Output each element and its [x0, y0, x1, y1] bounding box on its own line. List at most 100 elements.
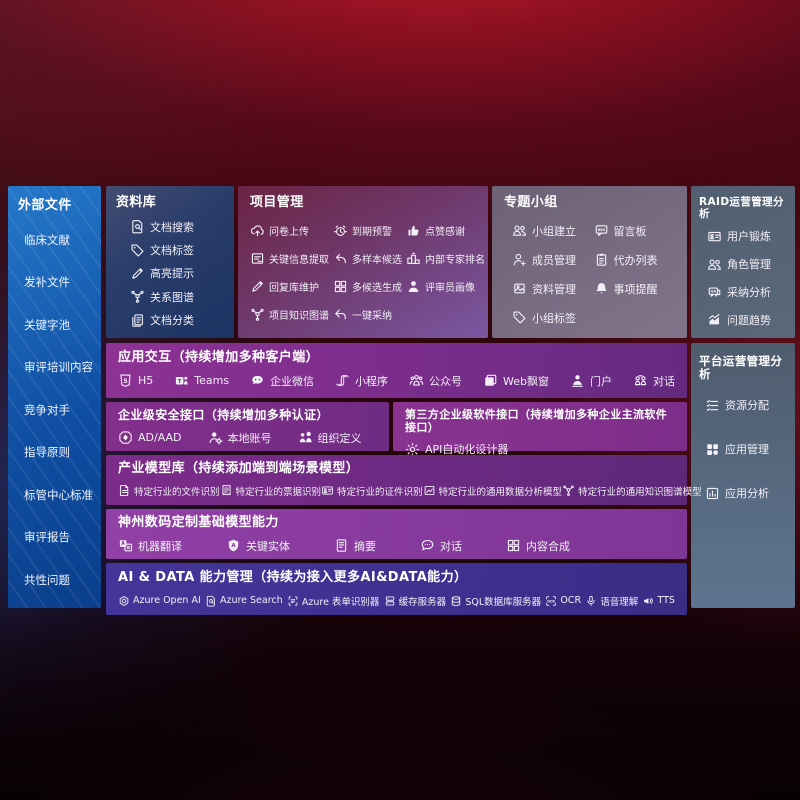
person-portal-icon — [570, 373, 585, 388]
feature-label: 特定行业的通用数据分析模型 — [438, 486, 563, 498]
feature-item: 资料管理 — [512, 281, 594, 297]
external-file-item: 标管中心标准 — [24, 487, 93, 503]
feature-label: 文档分类 — [150, 314, 194, 327]
svg-text:QA: QA — [710, 289, 716, 293]
project-management-panel: 项目管理 问卷上传 到期预警 点赞感谢 — [238, 186, 488, 338]
form-brackets-icon — [287, 595, 299, 607]
feature-label: 内部专家排名 — [425, 254, 485, 266]
feature-item: 小组标签 — [512, 310, 594, 326]
feature-label: 资料管理 — [532, 282, 576, 296]
external-files-list: 临床文献 发补文件 关键字池 审评培训内容 竞争对手 指导原则 标管中心标准 审… — [18, 232, 93, 588]
feature-label: Azure 表单识别器 — [301, 596, 380, 608]
feature-label: 小组建立 — [532, 224, 576, 238]
people-chat-icon — [633, 373, 648, 388]
feature-label: 事项提醒 — [613, 282, 658, 296]
feature-label: 门户 — [589, 374, 612, 388]
external-files-title: 外部文件 — [18, 198, 72, 213]
feature-label: 应用分析 — [725, 487, 769, 501]
pencil-icon — [250, 279, 265, 294]
feature-label: 公众号 — [429, 374, 463, 388]
feature-item: 摘要 — [334, 538, 376, 554]
feature-label: 关系图谱 — [150, 290, 194, 304]
external-file-item: 审评培训内容 — [24, 359, 93, 375]
topic-groups-list: 小组建立 BBS 留言板 成员管理 代办列表 — [504, 223, 675, 326]
cache-server-icon — [384, 595, 396, 607]
feature-label: 采纳分析 — [727, 286, 771, 300]
chart-doc-icon — [705, 486, 720, 501]
clipboard-icon — [594, 252, 609, 267]
feature-item: 项目知识图谱 — [250, 307, 329, 322]
ai-data-capability-list: Azure Open AI Azure Search Azure 表单识别器 缓… — [118, 594, 675, 608]
feature-item: 文档分类 — [130, 312, 224, 328]
external-file-label: 审评报告 — [24, 530, 70, 545]
feature-label: Web飘窗 — [503, 374, 549, 388]
feature-item: OCR OCR — [545, 595, 581, 607]
project-management-list: 问卷上传 到期预警 点赞感谢 关键信息提取 — [250, 223, 485, 322]
external-file-label: 指导原则 — [24, 445, 70, 460]
feature-label: H5 — [138, 374, 154, 388]
id-card-icon — [707, 229, 722, 244]
feature-item: TTS — [642, 595, 675, 607]
puzzle-grid-icon — [506, 538, 521, 553]
people-icon — [707, 257, 722, 272]
feature-label: 应用管理 — [725, 443, 769, 457]
svg-text:T: T — [178, 379, 182, 385]
feature-label: 问卷上传 — [269, 226, 309, 238]
ai-data-capability-title: AI & DATA 能力管理（持续为接入更多AI&DATA能力） — [118, 570, 468, 585]
doc-search-icon — [205, 595, 217, 607]
topic-groups-panel: 专题小组 小组建立 BBS 留言板 成员管理 — [492, 186, 687, 338]
repository-list: 文档搜索 文档标签 高亮提示 关系图谱 — [116, 219, 224, 328]
tts-speaker-icon — [642, 595, 654, 607]
project-management-title: 项目管理 — [250, 195, 304, 210]
industry-model-list: 特定行业的文件识别 特定行业的票据识别 特定行业的证件识别 特定行业的通用数据分… — [118, 484, 702, 498]
feature-item: A 关键实体 — [226, 538, 290, 554]
feature-label: 内容合成 — [526, 539, 570, 553]
feature-item: 小组建立 — [512, 223, 594, 239]
person-icon — [406, 279, 421, 294]
feature-item: 应用分析 — [705, 485, 787, 501]
feature-label: 特定行业的文件识别 — [134, 486, 220, 498]
feature-item: 内部专家排名 — [406, 251, 485, 266]
feature-item: 一键采纳 — [333, 307, 402, 322]
doc-summary-icon — [334, 538, 349, 553]
feature-item: 5 H5 — [118, 373, 153, 388]
feature-label: 一键采纳 — [352, 310, 392, 322]
ai-data-capability-panel: AI & DATA 能力管理（持续为接入更多AI&DATA能力） Azure O… — [106, 563, 687, 615]
feature-label: 项目知识图谱 — [269, 310, 329, 322]
feature-item: Azure Search — [205, 595, 283, 607]
feature-label: 关键信息提取 — [269, 254, 329, 266]
tag-icon — [512, 310, 527, 325]
svg-text:a: a — [127, 546, 130, 552]
feature-item: 内容合成 — [506, 538, 570, 554]
feature-item: Web飘窗 — [483, 373, 549, 389]
feature-label: 本地账号 — [227, 431, 272, 445]
feature-label: 对话 — [440, 539, 462, 553]
photo-album-icon — [512, 281, 527, 296]
feature-item: 本地账号 — [208, 430, 272, 446]
feature-item: 门户 — [570, 373, 612, 389]
feature-label: 机器翻译 — [138, 539, 182, 553]
feature-label: 特定行业的票据识别 — [235, 486, 322, 498]
enterprise-security-title: 企业级安全接口（持续增加多种认证） — [118, 408, 329, 422]
feature-item: QA 采纳分析 — [707, 284, 787, 300]
feature-item: 回复库维护 — [250, 279, 329, 294]
enterprise-security-panel: 企业级安全接口（持续增加多种认证） AD/AAD 本地账号 组织定义 — [106, 402, 389, 451]
industry-model-title: 产业模型库（持续添加端到端场景模型） — [118, 461, 360, 476]
external-file-item: 共性问题 — [24, 572, 93, 588]
feature-item: 评审员画像 — [406, 279, 485, 294]
feature-item: 点赞感谢 — [406, 223, 485, 238]
external-file-item: 发补文件 — [24, 274, 93, 290]
shield-diamond-icon — [118, 430, 133, 445]
chat-qa-icon: QA — [707, 285, 722, 300]
html5-icon: 5 — [118, 373, 133, 388]
repository-panel: 资料库 文档搜索 文档标签 高亮提示 — [106, 186, 234, 338]
external-files-panel: 外部文件 临床文献 发补文件 关键字池 审评培训内容 竞争对手 指导原则 标管中… — [8, 186, 101, 608]
feature-item: 问题趋势 — [707, 312, 787, 328]
feature-item: 特定行业的证件识别 — [321, 484, 423, 498]
entity-shield-icon: A — [226, 538, 241, 553]
people-icon — [512, 223, 527, 238]
feature-label: 企业微信 — [270, 374, 315, 388]
app-interaction-list: 5 H5 T Teams 企业微信 小程序 — [118, 373, 675, 389]
teams-icon: T — [174, 373, 189, 388]
